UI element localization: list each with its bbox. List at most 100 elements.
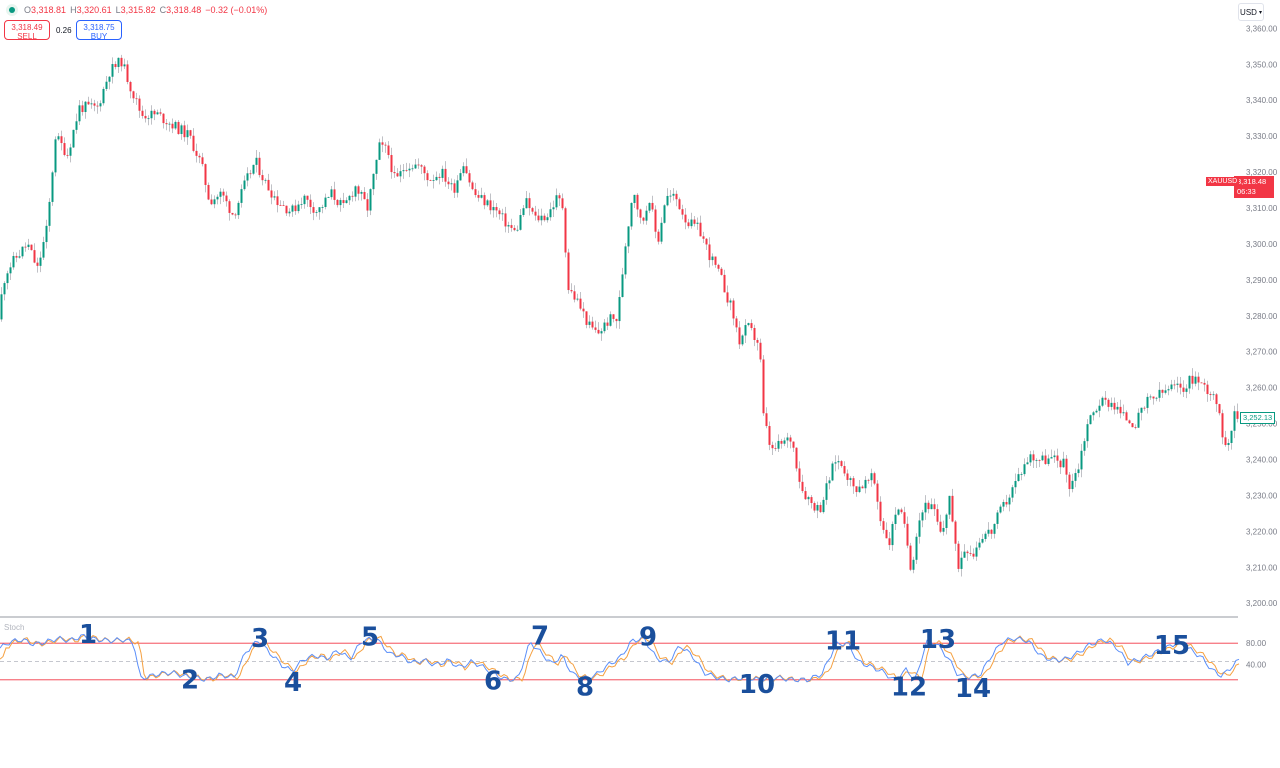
candle-up [321, 207, 324, 208]
candle-down [60, 136, 63, 144]
candle-up [1230, 430, 1233, 443]
candle-down [738, 327, 741, 345]
candle-up [777, 440, 780, 449]
candle-down [972, 553, 975, 557]
candle-up [942, 527, 945, 532]
candle-down [1191, 375, 1194, 384]
candle-down [483, 195, 486, 206]
candle-up [555, 195, 558, 208]
candle-up [246, 173, 249, 181]
candle-up [603, 322, 606, 332]
candle-up [516, 229, 519, 231]
candle-up [1194, 376, 1197, 384]
candle-up [1116, 406, 1119, 410]
candle-down [1197, 376, 1200, 383]
candle-up [480, 195, 483, 198]
candle-down [279, 205, 282, 206]
candle-down [792, 441, 795, 448]
candle-up [1014, 480, 1017, 488]
candle-down [234, 214, 237, 216]
candle-up [255, 157, 258, 165]
candle-up [1149, 396, 1152, 398]
candle-up [105, 81, 108, 89]
candle-down [798, 468, 801, 482]
candle-up [540, 215, 543, 221]
candle-down [1200, 382, 1203, 384]
candle-up [897, 509, 900, 515]
candle-down [900, 509, 903, 513]
candle-up [297, 204, 300, 212]
candle-up [507, 225, 510, 227]
candle-up [930, 504, 933, 510]
candle-up [996, 512, 999, 524]
high-value: 3,320.61 [76, 5, 112, 15]
candle-up [1086, 424, 1089, 442]
candle-down [990, 529, 993, 534]
sell-button[interactable]: 3,318.49 SELL [4, 20, 50, 41]
candle-down [756, 339, 759, 343]
annotation-label: 14 [955, 674, 991, 704]
candle-up [90, 103, 93, 105]
candle-down [87, 101, 90, 105]
candle-up [696, 222, 699, 224]
indicator-name[interactable]: Stoch [4, 623, 25, 632]
candle-down [138, 98, 141, 111]
stoch-tick-label: 40.00 [1246, 661, 1267, 670]
candle-down [684, 214, 687, 223]
candle-down [144, 115, 147, 119]
candle-down [642, 217, 645, 221]
candle-down [606, 322, 609, 326]
market-status-icon[interactable] [6, 4, 18, 16]
candle-down [969, 553, 972, 554]
candle-down [336, 199, 339, 206]
candle-up [291, 205, 294, 212]
candle-down [561, 198, 564, 209]
candle-down [183, 125, 186, 138]
candle-down [909, 545, 912, 570]
trade-panel: 3,318.49 SELL 0.26 3,318.75 BUY [4, 20, 122, 41]
candle-up [576, 298, 579, 300]
candle-down [708, 244, 711, 261]
buy-button[interactable]: 3,318.75 BUY [76, 20, 122, 41]
candle-up [456, 180, 459, 193]
candle-down [1182, 387, 1185, 392]
candle-down [471, 182, 474, 190]
price-tick-label: 3,280.00 [1246, 312, 1278, 321]
candle-up [918, 520, 921, 537]
symbol-tag: XAUUSD [1206, 177, 1240, 186]
candle-down [636, 194, 639, 210]
candle-up [240, 189, 243, 203]
candle-up [825, 483, 828, 500]
candle-up [1074, 473, 1077, 481]
candle-up [552, 207, 555, 210]
candle-down [771, 444, 774, 449]
candle-down [1044, 455, 1047, 465]
currency-label: USD [1240, 7, 1257, 17]
price-tick-label: 3,200.00 [1246, 599, 1278, 608]
price-axis[interactable]: 3,360.00 3,350.00 3,340.00 3,330.00 3,320.00… [1246, 24, 1278, 608]
candle-down [906, 523, 909, 546]
candle-down [1038, 460, 1041, 461]
annotation-label: 8 [576, 673, 594, 703]
candle-down [312, 207, 315, 213]
current-price-tag: XAUUSD 3,318.48 06:33 [1206, 176, 1274, 198]
candle-up [102, 88, 105, 104]
candle-up [39, 257, 42, 266]
candle-down [762, 359, 765, 414]
candle-down [597, 329, 600, 334]
candle-down [810, 497, 813, 504]
candle-up [1101, 397, 1104, 406]
candle-up [1053, 455, 1056, 458]
candle-down [735, 318, 738, 328]
candle-down [579, 298, 582, 309]
candle-up [243, 180, 246, 190]
candle-up [45, 225, 48, 243]
candle-down [1161, 389, 1164, 393]
candle-down [789, 437, 792, 442]
currency-selector[interactable]: USD ▾ [1238, 3, 1264, 21]
candle-up [459, 173, 462, 181]
candle-up [621, 274, 624, 298]
candle-up [1077, 469, 1080, 474]
candle-up [1212, 394, 1215, 396]
